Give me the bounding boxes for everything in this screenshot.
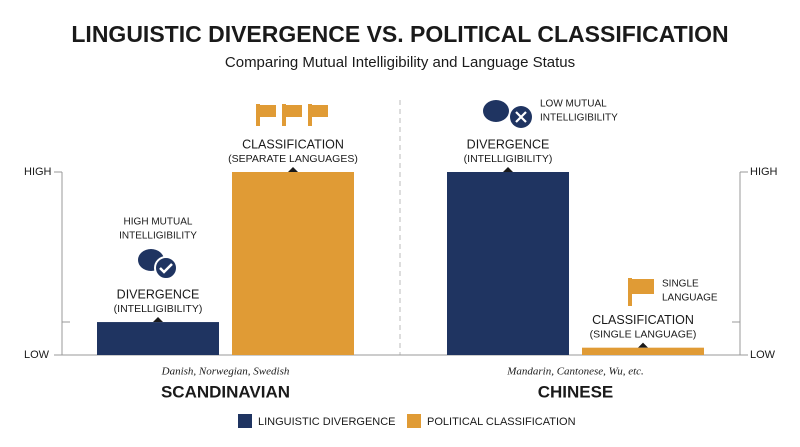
y-tick-label: LOW: [24, 349, 50, 361]
legend-label: LINGUISTIC DIVERGENCE: [258, 416, 396, 428]
label-pointer: [638, 342, 648, 348]
bar-label-title: CLASSIFICATION: [592, 313, 694, 327]
chart-title: LINGUISTIC DIVERGENCE VS. POLITICAL CLAS…: [71, 21, 728, 47]
flag-icons: [256, 104, 328, 126]
category-note: Mandarin, Cantonese, Wu, etc.: [506, 366, 644, 378]
bar-label-title: DIVERGENCE: [467, 137, 550, 151]
y-tick-label: LOW: [750, 349, 776, 361]
y-tick-label: HIGH: [750, 166, 778, 178]
y-tick-label: HIGH: [24, 166, 52, 178]
bar: [447, 172, 569, 355]
bar-label-subtitle: (SINGLE LANGUAGE): [590, 328, 697, 340]
label-pointer: [288, 167, 298, 172]
bar-label-title: DIVERGENCE: [117, 287, 200, 301]
annotation: INTELLIGIBILITY: [540, 113, 618, 124]
category-label: CHINESE: [538, 382, 614, 401]
annotation: INTELLIGIBILITY: [119, 231, 197, 242]
category-label: SCANDINAVIAN: [161, 382, 290, 401]
chat-check-icon: [138, 249, 178, 280]
chart-subtitle: Comparing Mutual Intelligibility and Lan…: [225, 54, 575, 71]
annotation: SINGLE: [662, 279, 699, 290]
bar-label-subtitle: (INTELLIGIBILITY): [114, 303, 203, 315]
single-flag-icon: [628, 278, 654, 306]
legend-swatch: [407, 414, 421, 428]
annotation: LANGUAGE: [662, 293, 718, 304]
bar-label-subtitle: (SEPARATE LANGUAGES): [228, 153, 358, 165]
bar: [582, 347, 704, 355]
chat-x-icon: [483, 100, 532, 128]
legend-label: POLITICAL CLASSIFICATION: [427, 416, 576, 428]
bar: [232, 172, 354, 355]
label-pointer: [153, 317, 163, 323]
annotation: HIGH MUTUAL: [124, 217, 193, 228]
bar-label-title: CLASSIFICATION: [242, 137, 344, 151]
label-pointer: [503, 167, 513, 172]
bar-label-subtitle: (INTELLIGIBILITY): [464, 153, 553, 165]
annotation: LOW MUTUAL: [540, 99, 607, 110]
bar: [97, 322, 219, 355]
category-note: Danish, Norwegian, Swedish: [161, 366, 290, 378]
legend-swatch: [238, 414, 252, 428]
